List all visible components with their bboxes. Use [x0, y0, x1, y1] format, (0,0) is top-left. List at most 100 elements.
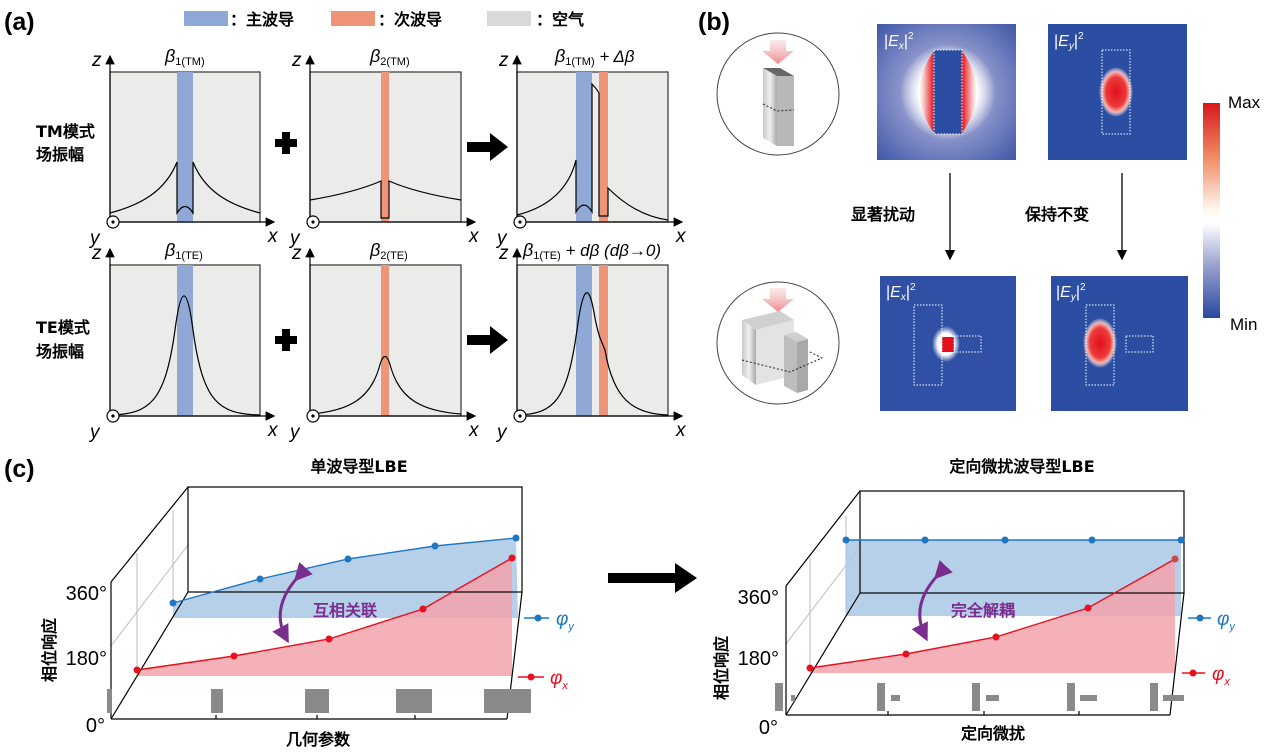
- chart-directional-perturbation: 定向微扰波导型LBE 360° 180: [712, 457, 1236, 743]
- perturbation-block: [1163, 695, 1184, 701]
- field-map-ex-unperturbed: |Ex|2: [877, 24, 1016, 160]
- perturbation-block: [891, 695, 900, 701]
- y-axis-dot: [311, 220, 315, 224]
- field-amplitude-curve: [109, 295, 261, 416]
- main-waveguide-band: [576, 265, 592, 416]
- unit-cell-block: [211, 689, 223, 713]
- y-axis-dot: [111, 220, 115, 224]
- y-axis-label: 相位响应: [712, 636, 731, 700]
- colorbar-min-label: Min: [1230, 315, 1257, 334]
- x-axis-label: x: [675, 420, 687, 441]
- perturbation-block: [986, 695, 999, 701]
- z-axis-label: z: [91, 243, 102, 264]
- field-amplitude-curve: [109, 161, 261, 216]
- legend-swatch-air: [487, 11, 531, 26]
- te-panel-main: β1(TE): [109, 240, 261, 417]
- main-block: [775, 683, 783, 711]
- y-tick-label: 360°: [66, 583, 107, 605]
- unit-cell-block: [484, 689, 531, 713]
- field-amplitude-curve: [516, 292, 669, 416]
- panel-label-a: (a): [4, 8, 35, 36]
- legend-phi-x: φx: [1182, 664, 1230, 688]
- z-axis-label: z: [291, 243, 302, 264]
- main-waveguide-band: [177, 265, 193, 416]
- y-axis-label: y: [88, 422, 101, 443]
- phi-x-area: [137, 558, 512, 676]
- secondary-waveguide-band: [599, 72, 608, 222]
- data-point: [921, 536, 929, 544]
- phi-y-points: [169, 534, 520, 607]
- secondary-waveguide-band: [599, 265, 608, 416]
- legend-label: φy: [556, 609, 575, 633]
- field-map-ex-perturbed: |Ex|2: [880, 276, 1016, 411]
- legend-label: φx: [1212, 664, 1230, 688]
- chart-single-waveguide: 单波导型LBE 360° 180°: [40, 457, 575, 749]
- te-panel-combined: β1(TE) + dβ (dβ→0): [516, 240, 669, 417]
- z-axis-label: z: [291, 50, 302, 71]
- annotation-correlated: 互相关联: [313, 601, 377, 620]
- legend-label-air: ：空气: [536, 10, 584, 29]
- unit-cell-block: [396, 689, 432, 713]
- air-region: [516, 264, 669, 417]
- x-axis-label: 几何参数: [286, 730, 351, 749]
- z-axis-label: z: [91, 50, 102, 71]
- data-point: [256, 575, 264, 583]
- y-axis-label: y: [288, 422, 301, 443]
- data-point: [325, 635, 333, 643]
- panel-title: β1(TE) + dβ (dβ→0): [522, 240, 661, 262]
- phi-x-points: [806, 555, 1179, 672]
- perturbation-blocks: [775, 683, 1184, 711]
- y-axis-label: 相位响应: [40, 618, 59, 682]
- perturbation-block: [791, 695, 795, 701]
- field-amplitude-curve: [309, 355, 462, 415]
- tm-panel-main: β1(TM): [109, 46, 261, 223]
- incident-light-arrow-icon: [762, 40, 794, 64]
- te-row-label-line1: TE模式: [36, 318, 90, 337]
- transition-label-significant-perturbation: 显著扰动: [851, 205, 915, 224]
- y-axis-dot: [518, 220, 522, 224]
- annotation-decoupled: 完全解耦: [951, 601, 1015, 620]
- phi-x-area: [810, 559, 1175, 673]
- unit-cell-block: [107, 689, 112, 713]
- data-point: [512, 534, 520, 542]
- field-map-ey-unperturbed: |Ey|2: [1048, 24, 1187, 160]
- colorbar-max-label: Max: [1228, 93, 1261, 112]
- data-point: [431, 542, 439, 550]
- panel-label-b: (b): [698, 8, 730, 36]
- z-axis-label: z: [498, 50, 509, 71]
- legend-label: φx: [550, 668, 568, 692]
- main-block: [1150, 683, 1158, 711]
- geometry-blocks: [107, 689, 531, 713]
- transition-label-unchanged: 保持不变: [1024, 205, 1089, 224]
- unit-cell-block: [305, 689, 329, 713]
- data-point: [902, 650, 910, 658]
- legend-swatch-secondary-waveguide: [331, 11, 375, 26]
- tm-panel-secondary: β2(TM): [309, 46, 462, 223]
- field-map-ey-perturbed: |Ey|2: [1051, 276, 1188, 411]
- right-arrow-icon: [467, 326, 508, 354]
- x-axis-label: x: [267, 226, 279, 247]
- data-point: [842, 536, 850, 544]
- double-arrow-icon: [272, 562, 313, 644]
- x-axis-label: 定向微扰: [960, 724, 1025, 743]
- data-point: [806, 664, 814, 672]
- legend: ：主波导 ：次波导 ：空气: [184, 10, 584, 29]
- y-axis-dot: [111, 414, 115, 418]
- data-point: [169, 599, 177, 607]
- panel-title: β1(TE): [164, 240, 203, 262]
- right-arrow-icon: [608, 563, 697, 593]
- legend-label-main-waveguide: ：主波导: [230, 10, 294, 29]
- secondary-waveguide-band: [381, 265, 389, 416]
- data-point: [344, 555, 352, 563]
- y-axis-label: y: [495, 422, 508, 443]
- field-map-label: |Ey|2: [1054, 31, 1084, 52]
- panel-label-c: (c): [4, 455, 35, 483]
- y-axis-dot: [518, 414, 522, 418]
- phi-y-points: [842, 536, 1185, 544]
- tm-row: TM模式 场振幅 β1(TM) β2(TM) β1(TM) + Δβ: [36, 46, 669, 223]
- data-point: [1171, 555, 1179, 563]
- legend-phi-y: φy: [524, 609, 575, 633]
- data-point: [1001, 536, 1009, 544]
